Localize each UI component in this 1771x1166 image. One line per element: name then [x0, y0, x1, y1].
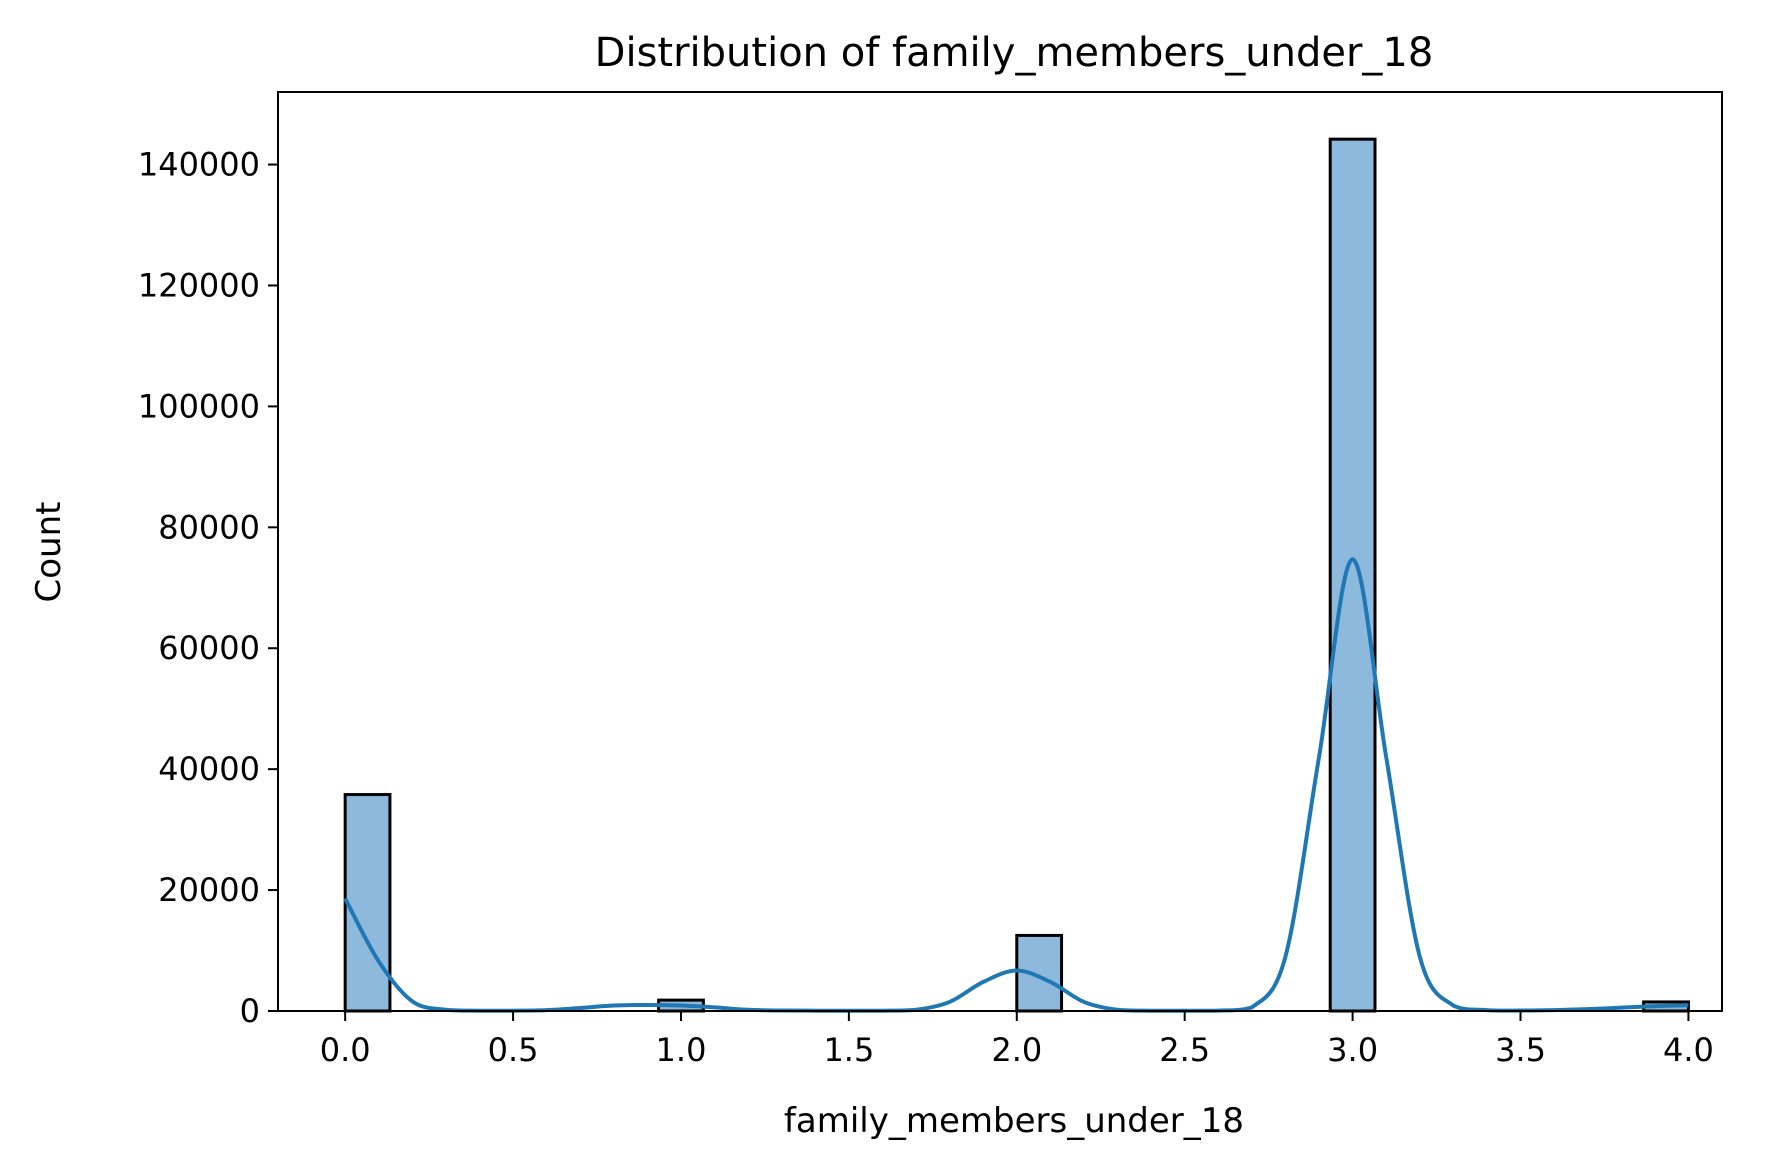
chart-title: Distribution of family_members_under_18 — [595, 30, 1434, 76]
x-tick-label: 1.0 — [656, 1031, 707, 1069]
y-tick-label: 0 — [240, 992, 260, 1030]
plot-area — [277, 91, 1723, 1013]
y-tick-label: 100000 — [138, 387, 260, 425]
plot-background — [278, 92, 1722, 1011]
y-tick-label: 140000 — [138, 146, 260, 184]
x-tick-label: 3.0 — [1327, 1031, 1378, 1069]
x-tick-label: 2.0 — [991, 1031, 1042, 1069]
kde-curve-group — [343, 557, 1689, 1013]
y-axis-title: Count — [29, 502, 69, 603]
histogram-bar — [343, 793, 392, 1013]
x-tick-label: 2.5 — [1159, 1031, 1210, 1069]
x-axis-title: family_members_under_18 — [784, 1101, 1244, 1141]
x-tick-label: 0.5 — [488, 1031, 539, 1069]
x-tick-label: 4.0 — [1663, 1031, 1714, 1069]
y-tick-label: 20000 — [158, 871, 260, 909]
y-tick-label: 40000 — [158, 750, 260, 788]
kde-line — [343, 557, 1689, 1013]
y-tick-label: 80000 — [158, 508, 260, 546]
y-axis-ticks: 0 20000 40000 60000 80000 100000 120000 140000 — [138, 146, 278, 1030]
x-tick-label: 1.5 — [823, 1031, 874, 1069]
y-tick-label: 120000 — [138, 266, 260, 304]
x-axis-ticks: 0.0 0.5 1.0 1.5 2.0 2.5 3.0 3.5 4.0 — [320, 1011, 1714, 1069]
x-tick-label: 0.0 — [320, 1031, 371, 1069]
y-tick-label: 60000 — [158, 629, 260, 667]
plot-frame — [277, 91, 1723, 1012]
x-tick-label: 3.5 — [1495, 1031, 1546, 1069]
histogram-bar — [1015, 933, 1064, 1013]
histogram-bar — [1328, 137, 1377, 1013]
